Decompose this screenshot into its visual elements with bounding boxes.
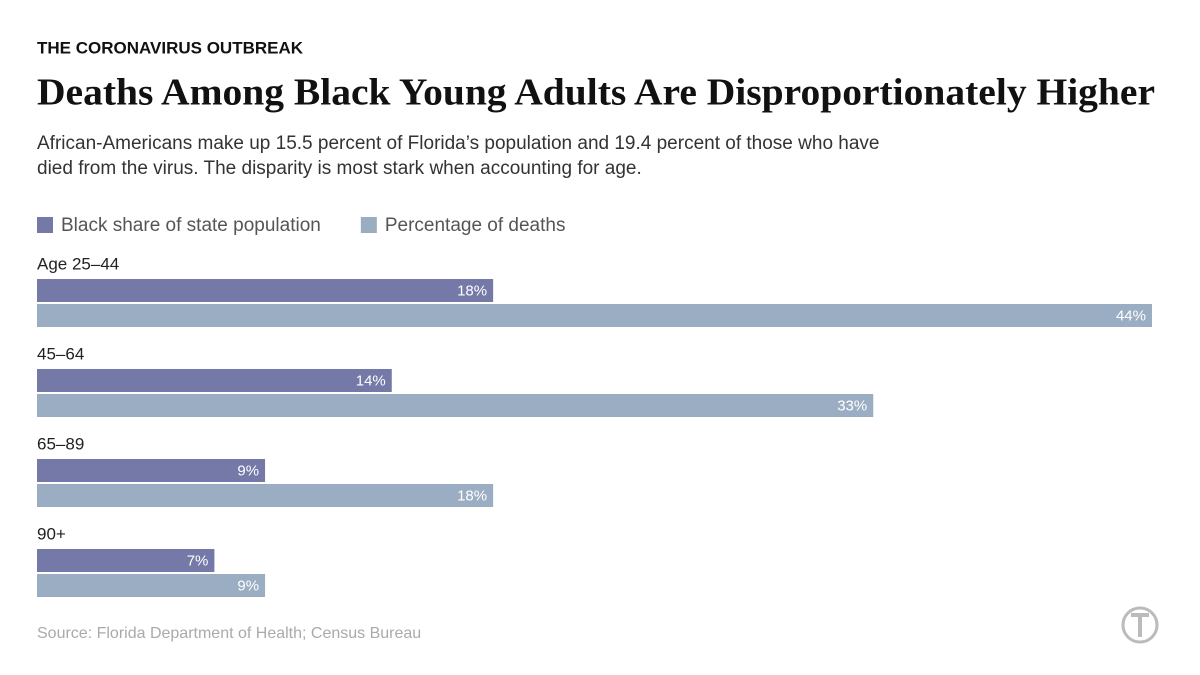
bar [37,279,494,302]
value-label: 18% [457,282,487,299]
bar [37,549,215,572]
legend-swatch [37,217,53,233]
bar [37,459,266,482]
legend-label: Percentage of deaths [385,215,566,236]
category-label: 65–89 [37,434,84,453]
bar [37,394,874,417]
category-label: 45–64 [37,344,84,363]
value-label: 33% [837,397,867,414]
legend-swatch [360,217,377,233]
value-label: 9% [237,462,259,479]
legend-label: Black share of state population [61,215,321,236]
logo [1121,606,1159,644]
bar [37,484,494,507]
kicker: THE CORONAVIRUS OUTBREAK [37,38,304,57]
value-label: 7% [187,552,209,569]
category-label: Age 25–44 [37,254,119,273]
subtitle: African-Americans make up 15.5 percent o… [37,133,880,179]
value-label: 9% [237,577,259,594]
bar [37,574,266,597]
value-label: 18% [457,487,487,504]
subtitle-box: African-Americans make up 15.5 percent o… [37,133,880,179]
logo-ring [1121,606,1159,644]
source: Source: Florida Department of Health; Ce… [37,625,421,642]
plot: Black share of state population Percentag… [37,215,1152,597]
chart-title: Deaths Among Black Young Adults Are Disp… [37,72,1155,114]
category-label: 90+ [37,524,66,543]
bar [37,304,1152,327]
value-label: 14% [356,372,386,389]
logo-mark [1131,613,1149,637]
value-label: 44% [1116,307,1146,324]
bar [37,369,392,392]
